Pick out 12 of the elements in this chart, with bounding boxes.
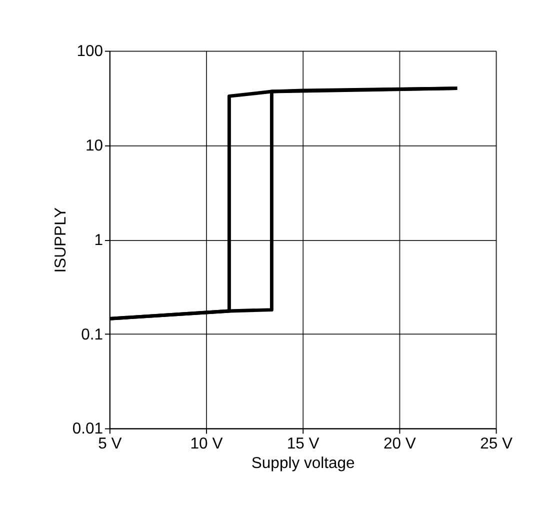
y-axis-title: ISUPPLY	[52, 206, 70, 273]
x-tick-label: 20 V	[383, 436, 416, 453]
x-axis-title: Supply voltage	[251, 455, 356, 472]
x-tick-label: 5 V	[98, 436, 122, 453]
x-tick-label: 15 V	[286, 436, 320, 453]
y-tick-label: 10	[85, 138, 104, 155]
y-tick-label: 100	[76, 43, 104, 60]
x-tick-label: 10 V	[190, 436, 224, 453]
x-tick-label: 25 V	[480, 436, 514, 453]
y-tick-label: 1	[94, 232, 104, 249]
y-tick-label: 0.01	[72, 420, 104, 438]
y-tick-label: 0.1	[81, 326, 104, 344]
